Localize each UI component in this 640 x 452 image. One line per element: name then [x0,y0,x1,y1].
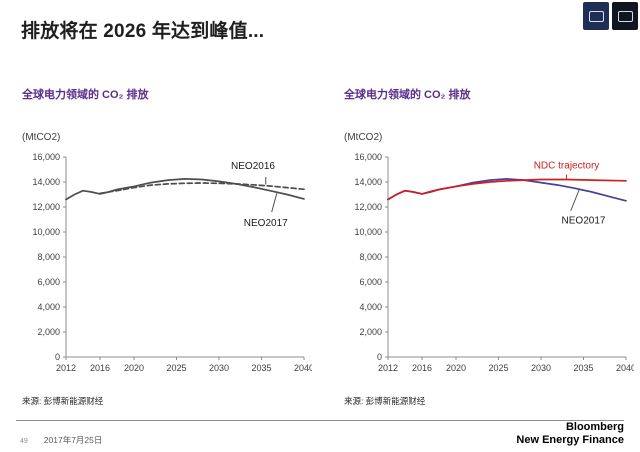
chart-title: 全球电力领域的 CO₂ 排放 [22,89,149,101]
svg-text:6,000: 6,000 [359,277,382,287]
brand-line-2: New Energy Finance [516,433,624,446]
brand-line-1: Bloomberg [565,421,624,434]
y-axis-unit-label: (MtCO2) [344,132,383,143]
badge-glyph-icon-2 [617,10,633,22]
footer-date: 2017年7月25日 [43,435,103,445]
svg-text:2,000: 2,000 [37,327,60,337]
svg-text:2040: 2040 [616,363,634,373]
brand-logo: Bloomberg New Energy Finance [516,421,624,446]
svg-text:12,000: 12,000 [354,202,382,212]
svg-text:6,000: 6,000 [37,277,60,287]
svg-text:2030: 2030 [531,363,551,373]
svg-text:4,000: 4,000 [359,302,382,312]
footer-meta: 49 2017年7月25日 [20,434,102,446]
svg-text:14,000: 14,000 [354,177,382,187]
share-badge-icon[interactable] [583,2,609,30]
svg-text:2025: 2025 [488,363,508,373]
svg-text:2040: 2040 [294,363,312,373]
chart-title: 全球电力领域的 CO₂ 排放 [344,89,471,101]
page-number: 49 [20,438,28,445]
chart-section-left: 全球电力领域的 CO₂ 排放 (MtCO2) 0 2,000 4,000 6,000 8… [20,86,312,407]
svg-text:2016: 2016 [90,363,110,373]
svg-text:2035: 2035 [573,363,593,373]
svg-text:16,000: 16,000 [354,152,382,162]
svg-text:8,000: 8,000 [359,252,382,262]
svg-text:16,000: 16,000 [32,152,60,162]
svg-text:2012: 2012 [56,363,76,373]
floating-badges [583,2,638,30]
svg-text:0: 0 [377,352,382,362]
svg-text:NDC trajectory: NDC trajectory [534,160,600,171]
svg-text:12,000: 12,000 [32,202,60,212]
svg-text:NEO2017: NEO2017 [562,215,606,226]
svg-text:NEO2016: NEO2016 [231,161,275,172]
charts-row: 全球电力领域的 CO₂ 排放 (MtCO2) 0 2,000 4,000 6,000 8… [20,86,634,407]
chart-section-right: 全球电力领域的 CO₂ 排放 (MtCO2) 0 2,000 4,000 6,000 8… [342,86,634,407]
svg-text:2012: 2012 [378,363,398,373]
svg-text:8,000: 8,000 [37,252,60,262]
svg-text:2020: 2020 [124,363,144,373]
footer: 49 2017年7月25日 Bloomberg New Energy Finan… [20,421,624,446]
svg-text:10,000: 10,000 [32,227,60,237]
svg-text:10,000: 10,000 [354,227,382,237]
source-note: 来源: 彭博新能源财经 [22,396,104,406]
line-chart-ndc-comparison: 0 2,000 4,000 6,000 8,000 10,000 12,000 14,000 1… [354,152,634,373]
svg-text:2,000: 2,000 [359,327,382,337]
badge-glyph-icon [588,10,604,22]
svg-text:14,000: 14,000 [32,177,60,187]
page-title: 排放将在 2026 年达到峰值... [21,21,265,42]
line-chart-neo-comparison: 0 2,000 4,000 6,000 8,000 10,000 12,000 14,000 1… [32,152,312,373]
svg-text:2016: 2016 [412,363,432,373]
svg-text:2030: 2030 [209,363,229,373]
svg-text:2025: 2025 [166,363,186,373]
footer-divider [16,420,624,421]
svg-text:4,000: 4,000 [37,302,60,312]
svg-text:2035: 2035 [251,363,271,373]
share-badge-icon-2[interactable] [612,2,638,30]
svg-text:NEO2017: NEO2017 [244,218,288,229]
svg-text:0: 0 [55,352,60,362]
source-note: 来源: 彭博新能源财经 [344,396,426,406]
y-axis-unit-label: (MtCO2) [22,132,61,143]
svg-text:2020: 2020 [446,363,466,373]
